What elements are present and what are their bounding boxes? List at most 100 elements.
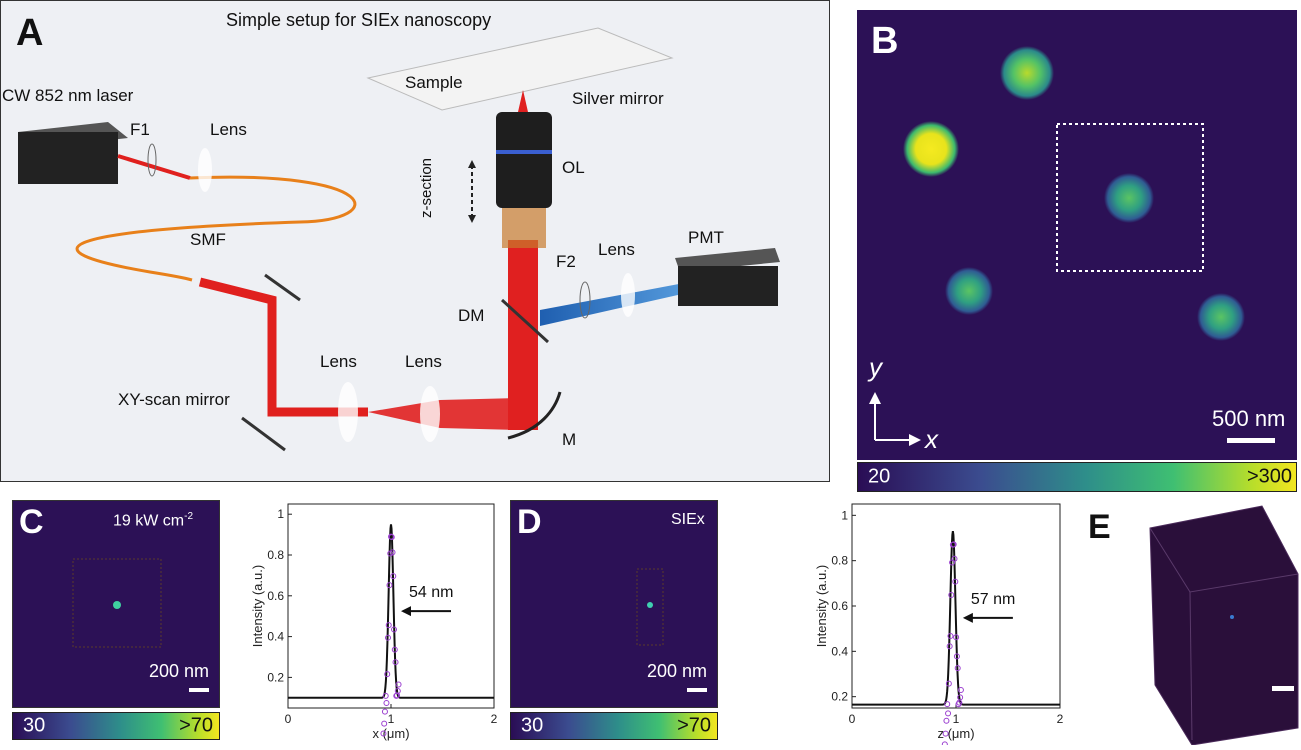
xy-scan-label: XY-scan mirror (118, 390, 230, 409)
power-label: 19 kW cm-2 (113, 511, 194, 530)
bead-5 (1197, 293, 1245, 341)
x-tick-label: 0 (849, 712, 856, 726)
objective-lens (496, 112, 552, 208)
data-point (391, 646, 398, 653)
fit-line (852, 531, 1060, 706)
bead-4 (945, 267, 993, 315)
x-axis-label: z (μm) (937, 726, 974, 741)
plot-c-svg: 0.2 0.4 0.6 0.8 1 0 1 2 x (μm) Intensity (a.u.) 54… (250, 503, 498, 741)
panel-b-letter: B (871, 20, 899, 62)
beam-vertical (508, 240, 538, 430)
y-axis-label: Intensity (a.u.) (250, 565, 265, 647)
fiber-path (75, 175, 357, 282)
y-tick-label: 1 (277, 507, 284, 521)
scale-bar-b (1227, 438, 1275, 443)
f2-label: F2 (556, 252, 576, 271)
scale-bar-b-label: 500 nm (1212, 406, 1286, 431)
beam-scan (198, 277, 368, 417)
colorbar-c-max: >70 (179, 714, 213, 737)
data-point (957, 694, 964, 701)
data-point (380, 730, 387, 737)
data-point (957, 686, 964, 693)
setup-title: Simple setup for SIEx nanoscopy (226, 10, 492, 30)
scale-bar-e (1272, 686, 1294, 691)
plot-d-svg: 0.2 0.4 0.6 0.8 1 0 1 2 z (μm) Intensity (a.u.) 57… (814, 503, 1064, 748)
y-tick-label: 0.6 (831, 599, 848, 613)
x-tick-label: 1 (388, 712, 395, 726)
data-point (394, 687, 401, 694)
bead-2 (903, 121, 959, 177)
pmt-body (678, 266, 778, 306)
annotation-label: 57 nm (971, 591, 1015, 608)
annotation-arrowhead (401, 606, 411, 617)
panel-e: E (1080, 500, 1301, 745)
axis-x-label: x (925, 424, 938, 454)
y-tick-label: 0.8 (267, 548, 284, 562)
x-axis-label: x (μm) (372, 726, 409, 741)
lens-1-label: Lens (320, 352, 357, 371)
dichroic-mirror (500, 298, 550, 344)
data-point (381, 708, 388, 715)
data-point (948, 592, 955, 599)
data-point (383, 699, 390, 706)
y-tick-label: 0.4 (831, 644, 848, 658)
lens-2-label: Lens (405, 352, 442, 371)
data-point (391, 626, 398, 633)
lens-top (198, 148, 212, 192)
setup-panel: A Simple setup for SIEx nanoscopy CW 852… (0, 0, 830, 482)
colorbar-c-min: 30 (23, 714, 46, 737)
data-point (385, 622, 392, 629)
bead-3 (1104, 173, 1154, 223)
setup-illustration (18, 27, 780, 452)
data-point (389, 549, 396, 556)
data-point (947, 633, 954, 640)
z-section-label: z-section (418, 157, 435, 218)
panel-c-image: C 19 kW cm-2 200 nm (12, 500, 220, 708)
y-axis-label: Intensity (a.u.) (814, 565, 829, 647)
lens-pmt (621, 273, 635, 317)
panel-a-letter: A (16, 12, 44, 54)
scale-bar-c-label: 200 nm (149, 661, 210, 681)
plot-c: 0.2 0.4 0.6 0.8 1 0 1 2 x (μm) Intensity (a.u.) 54… (240, 500, 500, 745)
beam-expanded (368, 398, 520, 430)
spot-d (647, 602, 653, 608)
colorbar-b: 20 >300 (857, 462, 1297, 492)
data-point (384, 671, 391, 678)
sample-slide (366, 27, 674, 111)
ol-label: OL (562, 158, 585, 177)
beam-focus (518, 90, 528, 112)
filter-f1 (147, 143, 157, 177)
data-point (953, 634, 960, 641)
data-point (392, 659, 399, 666)
mirror-m (507, 391, 562, 440)
colorbar-b-max: >300 (1246, 465, 1292, 488)
data-point (943, 717, 950, 724)
panel-d-letter: D (517, 503, 542, 541)
f1-label: F1 (130, 120, 150, 139)
y-tick-label: 0.2 (267, 670, 284, 684)
laser-body (18, 132, 118, 184)
scale-bar-d-label: 200 nm (647, 661, 708, 681)
roi-c (72, 558, 162, 648)
y-tick-label: 0.6 (267, 589, 284, 603)
data-point (954, 665, 961, 672)
colorbar-c: 30 >70 (12, 712, 220, 740)
volume-box (1149, 505, 1299, 745)
x-tick-label: 0 (285, 712, 292, 726)
data-point (942, 730, 949, 737)
data-point (386, 582, 393, 589)
emission-beam (540, 280, 700, 326)
panel-c-letter: C (19, 503, 44, 541)
colorbar-d-min: 30 (521, 714, 544, 737)
panel-b-image: B y x 500 nm (857, 10, 1297, 460)
y-tick-label: 0.2 (831, 690, 848, 704)
beam-laser (117, 154, 191, 180)
data-point (395, 681, 402, 688)
data-point (953, 653, 960, 660)
scale-bar-d (687, 688, 707, 692)
lens-pmt-label: Lens (598, 240, 635, 259)
data-point (945, 710, 952, 717)
roi-d (636, 568, 664, 646)
data-point (946, 643, 953, 650)
laser-label: CW 852 nm laser (2, 86, 134, 105)
